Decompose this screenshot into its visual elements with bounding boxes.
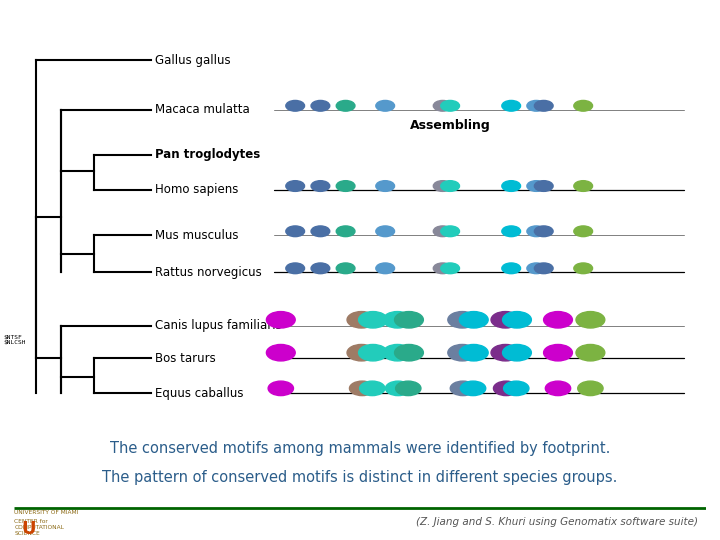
Text: Macaca mulatta: Macaca mulatta (155, 103, 250, 116)
Circle shape (433, 263, 452, 274)
Circle shape (574, 100, 593, 111)
Circle shape (359, 345, 387, 361)
Circle shape (503, 381, 529, 396)
Circle shape (534, 226, 553, 237)
Circle shape (286, 100, 305, 111)
Text: Canis lupus familiaris: Canis lupus familiaris (155, 319, 282, 332)
Circle shape (433, 181, 452, 191)
Circle shape (493, 381, 519, 396)
Circle shape (544, 312, 572, 328)
Text: Pan troglodytes: Pan troglodytes (155, 148, 260, 161)
Circle shape (395, 345, 423, 361)
Circle shape (376, 263, 395, 274)
Circle shape (534, 263, 553, 274)
Circle shape (502, 100, 521, 111)
Circle shape (286, 181, 305, 191)
Circle shape (460, 381, 486, 396)
Text: $NTSF
$NLCSH: $NTSF $NLCSH (4, 335, 26, 346)
Circle shape (349, 381, 375, 396)
Text: CENTER for
COMPUTATIONAL
SCIENCE: CENTER for COMPUTATIONAL SCIENCE (14, 519, 64, 536)
Text: UNIVERSITY OF MIAMI: UNIVERSITY OF MIAMI (14, 510, 78, 515)
Text: Mus musculus: Mus musculus (155, 228, 238, 241)
Circle shape (359, 312, 387, 328)
Circle shape (376, 226, 395, 237)
Circle shape (383, 312, 412, 328)
Circle shape (441, 100, 459, 111)
Circle shape (359, 381, 385, 396)
Circle shape (347, 345, 376, 361)
Circle shape (395, 381, 421, 396)
Text: Assembling: Assembling (410, 119, 491, 132)
Circle shape (286, 263, 305, 274)
Circle shape (311, 100, 330, 111)
Circle shape (376, 100, 395, 111)
Circle shape (266, 345, 295, 361)
Circle shape (395, 312, 423, 328)
Circle shape (459, 312, 488, 328)
Text: Homo sapiens: Homo sapiens (155, 183, 238, 196)
Circle shape (441, 263, 459, 274)
Circle shape (502, 226, 521, 237)
Circle shape (544, 345, 572, 361)
Circle shape (503, 345, 531, 361)
Text: The conserved motifs among mammals were identified by footprint.: The conserved motifs among mammals were … (110, 441, 610, 456)
Circle shape (450, 381, 476, 396)
Circle shape (502, 181, 521, 191)
Circle shape (491, 345, 520, 361)
Text: The pattern of conserved motifs is distinct in different species groups.: The pattern of conserved motifs is disti… (102, 470, 618, 485)
Circle shape (574, 181, 593, 191)
Text: (Z. Jiang and S. Khuri using Genomatix software suite): (Z. Jiang and S. Khuri using Genomatix s… (416, 517, 698, 527)
Text: Bos tarurs: Bos tarurs (155, 352, 215, 365)
Circle shape (459, 345, 488, 361)
Circle shape (545, 381, 571, 396)
Circle shape (491, 312, 520, 328)
Circle shape (311, 181, 330, 191)
Circle shape (527, 181, 546, 191)
Text: Equus caballus: Equus caballus (155, 387, 243, 400)
Circle shape (433, 100, 452, 111)
Text: Rattus norvegicus: Rattus norvegicus (155, 266, 261, 279)
Text: Gallus gallus: Gallus gallus (155, 53, 230, 66)
Circle shape (266, 312, 295, 328)
Circle shape (527, 263, 546, 274)
Circle shape (441, 181, 459, 191)
Circle shape (577, 381, 603, 396)
Circle shape (311, 263, 330, 274)
Circle shape (311, 226, 330, 237)
Circle shape (576, 312, 605, 328)
Circle shape (574, 263, 593, 274)
Circle shape (385, 381, 411, 396)
Circle shape (534, 181, 553, 191)
Circle shape (448, 312, 477, 328)
Circle shape (336, 100, 355, 111)
Circle shape (574, 226, 593, 237)
Circle shape (441, 226, 459, 237)
Circle shape (448, 345, 477, 361)
Circle shape (576, 345, 605, 361)
Circle shape (534, 100, 553, 111)
Circle shape (433, 226, 452, 237)
Circle shape (336, 226, 355, 237)
Circle shape (376, 181, 395, 191)
Circle shape (347, 312, 376, 328)
Circle shape (336, 263, 355, 274)
Circle shape (527, 226, 546, 237)
Circle shape (502, 263, 521, 274)
Circle shape (286, 226, 305, 237)
Circle shape (268, 381, 294, 396)
Circle shape (503, 312, 531, 328)
Circle shape (527, 100, 546, 111)
Circle shape (336, 181, 355, 191)
Circle shape (383, 345, 412, 361)
Text: U: U (22, 521, 36, 538)
